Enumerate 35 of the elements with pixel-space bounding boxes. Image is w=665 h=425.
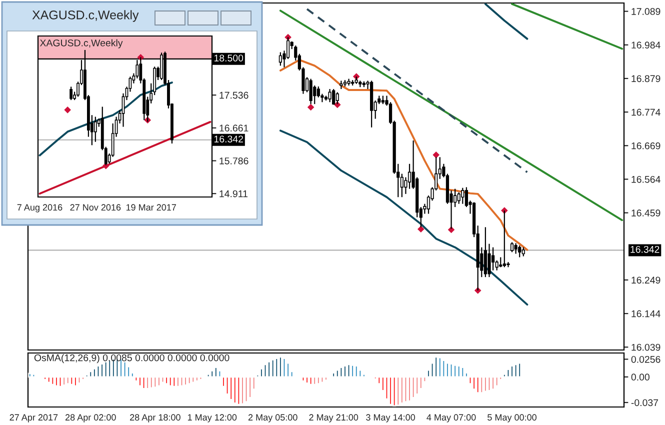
ref-line-label: 16.342 <box>630 246 660 253</box>
annotation: OsMA(12,26,9) 0.0085 0.0000 0.0000 0.0000 <box>34 354 230 364</box>
y-tick-label: -0.037 <box>631 399 658 406</box>
y-tick-label: 15.786 <box>220 157 248 164</box>
x-tick-label: 28 Apr 18:00 <box>130 414 180 422</box>
y-tick-label: 14.911 <box>220 190 248 198</box>
y-tick-label: 16.144 <box>632 310 660 318</box>
x-tick-label: 19 Mar 2017 <box>126 204 176 211</box>
x-tick-label: 1 May 12:00 <box>188 414 237 422</box>
y-tick-label: 16.774 <box>632 108 660 116</box>
y-tick-label: 16.039 <box>632 344 660 351</box>
y-tick-label: 16.564 <box>632 176 660 183</box>
ref-line-label: 18.500 <box>214 54 244 62</box>
chart-title: XAGUSD.c,Weekly <box>32 10 139 22</box>
y-tick-label: 0.0256 <box>631 356 660 363</box>
x-tick-label: 4 May 07:00 <box>426 414 476 422</box>
y-tick-label: 16.249 <box>632 276 660 284</box>
x-tick-label: 3 May 14:00 <box>366 414 416 422</box>
x-tick-label: 27 Nov 2016 <box>70 204 121 211</box>
y-tick-label: 16.879 <box>632 75 660 82</box>
y-tick-label: 16.661 <box>220 124 248 132</box>
annotation: XAGUSD.c,Weekly <box>40 39 123 48</box>
y-tick-label: 0.00 <box>631 374 650 381</box>
x-tick-label: 28 Apr 02:00 <box>65 414 116 422</box>
x-tick-label: 5 May 00:00 <box>488 414 537 422</box>
y-tick-label: 17.536 <box>220 92 248 99</box>
y-tick-label: 17.089 <box>632 8 660 15</box>
y-tick-label: 16.984 <box>632 42 660 49</box>
x-tick-label: 2 May 21:00 <box>309 414 358 422</box>
y-tick-label: 16.669 <box>632 142 660 150</box>
x-tick-label: 27 Apr 2017 <box>10 414 58 422</box>
y-tick-label: 16.459 <box>632 210 660 216</box>
x-tick-label: 7 Aug 2016 <box>17 204 62 212</box>
x-tick-label: 2 May 05:00 <box>248 414 298 422</box>
ref-line-label: 16.342 <box>214 136 243 142</box>
